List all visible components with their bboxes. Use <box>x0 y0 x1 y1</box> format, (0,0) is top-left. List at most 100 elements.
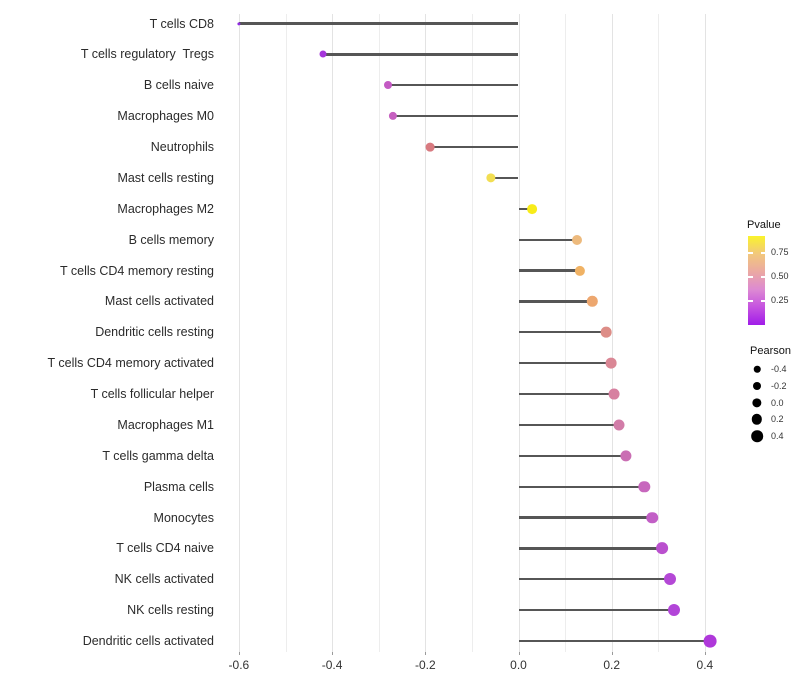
category-label: NK cells activated <box>114 572 214 587</box>
pearson-legend-title: Pearson <box>750 345 791 357</box>
category-label: T cells regulatory Tregs <box>80 47 214 62</box>
category-label: Plasma cells <box>143 479 214 494</box>
pearson-legend-dot <box>751 414 763 425</box>
category-label: Macrophages M2 <box>117 201 214 216</box>
lollipop-dot <box>319 50 327 58</box>
x-axis-tick-label: 0.0 <box>510 658 527 672</box>
x-axis-tick-mark <box>425 652 427 655</box>
lollipop-stem <box>518 300 593 303</box>
lollipop-stem <box>388 84 519 87</box>
x-axis-tick-label: -0.6 <box>228 658 250 672</box>
lollipop-dot <box>656 542 668 555</box>
pearson-legend-dot <box>753 365 761 373</box>
x-axis-tick-mark <box>238 652 240 655</box>
gridline <box>332 14 334 652</box>
lollipop-dot <box>638 480 651 493</box>
lollipop-stem <box>518 516 653 519</box>
category-label: T cells gamma delta <box>102 448 214 463</box>
gridline <box>285 14 287 652</box>
x-axis-tick-mark <box>611 652 613 655</box>
lollipop-dot <box>663 573 676 586</box>
lollipop-stem <box>518 331 607 334</box>
gridline <box>425 14 427 652</box>
lollipop-stem <box>518 609 674 612</box>
category-label: T cells CD4 naive <box>116 541 214 556</box>
pvalue-gradient-bar <box>748 236 765 325</box>
lollipop-dot <box>485 173 496 183</box>
x-axis-tick-label: -0.2 <box>414 658 436 672</box>
category-label: Mast cells activated <box>104 294 214 309</box>
pvalue-legend-value: 0.50 <box>771 270 789 281</box>
gradient-tick <box>748 275 753 278</box>
lollipop-stem <box>518 578 670 581</box>
category-label: Dendritic cells resting <box>95 325 214 340</box>
gradient-tick <box>748 299 753 302</box>
gridline <box>658 14 660 652</box>
lollipop-stem <box>518 269 580 272</box>
category-label: Dendritic cells activated <box>82 634 214 649</box>
lollipop-dot <box>425 142 435 152</box>
category-label: T cells CD4 memory resting <box>60 263 214 278</box>
lollipop-dot <box>620 450 632 462</box>
category-label: T cells CD8 <box>149 16 214 31</box>
lollipop-stem <box>238 22 519 25</box>
lollipop-stem <box>518 392 615 396</box>
pearson-legend-dot <box>751 430 763 442</box>
pearson-legend-value: 0.2 <box>771 414 784 425</box>
pearson-legend-dot <box>753 381 761 390</box>
pearson-legend-dot <box>752 397 762 408</box>
lollipop-stem <box>518 238 578 241</box>
x-axis-tick-label: 0.4 <box>696 658 714 672</box>
lollipop-stem <box>518 423 619 427</box>
lollipop-dot <box>704 634 717 648</box>
gradient-tick <box>760 299 765 302</box>
category-label: B cells naive <box>143 78 214 93</box>
pearson-legend-value: -0.2 <box>771 380 787 391</box>
gradient-tick <box>748 252 753 254</box>
lollipop-stem <box>322 53 519 56</box>
lollipop-stem <box>429 145 519 149</box>
lollipop-dot <box>572 234 583 245</box>
category-label: B cells memory <box>128 232 214 247</box>
lollipop-dot <box>613 419 625 431</box>
lollipop-dot <box>605 357 617 369</box>
lollipop-dot <box>527 203 538 214</box>
category-label: Monocytes <box>153 510 214 525</box>
lollipop-dot <box>646 511 658 524</box>
lollipop-stem <box>518 207 533 210</box>
gridline <box>471 14 473 652</box>
lollipop-stem <box>518 454 627 457</box>
lollipop-dot <box>600 326 612 338</box>
lollipop-stem <box>518 639 711 643</box>
lollipop-stem <box>518 362 611 365</box>
category-label: T cells CD4 memory activated <box>47 356 215 371</box>
lollipop-stem <box>518 547 663 550</box>
lollipop-dot <box>574 265 585 276</box>
x-axis-tick-mark <box>518 652 520 655</box>
category-label: NK cells resting <box>127 603 214 618</box>
lollipop-dot <box>388 112 397 121</box>
x-axis-tick-mark <box>704 652 706 655</box>
category-label: Macrophages M0 <box>117 109 214 124</box>
lollipop-dot <box>667 604 680 617</box>
gradient-tick <box>760 275 765 278</box>
lollipop-dot <box>586 296 598 307</box>
pvalue-legend-value: 0.75 <box>771 247 789 258</box>
x-axis-tick-label: 0.2 <box>603 658 621 672</box>
pvalue-legend-value: 0.25 <box>771 294 789 305</box>
category-label: Macrophages M1 <box>117 417 214 432</box>
pearson-legend-value: 0.4 <box>771 431 784 442</box>
pearson-legend-value: -0.4 <box>771 364 787 374</box>
lollipop-dot <box>384 81 393 90</box>
x-axis-tick-label: -0.4 <box>321 658 343 672</box>
gridline <box>611 14 613 652</box>
category-label: Neutrophils <box>150 140 214 155</box>
lollipop-stem <box>518 485 645 488</box>
pearson-legend-value: 0.0 <box>771 397 784 408</box>
lollipop-dot <box>237 21 241 26</box>
lollipop-stem <box>490 176 519 180</box>
lollipop-stem <box>392 114 519 118</box>
lollipop-dot <box>608 388 620 400</box>
gradient-tick <box>760 252 765 254</box>
